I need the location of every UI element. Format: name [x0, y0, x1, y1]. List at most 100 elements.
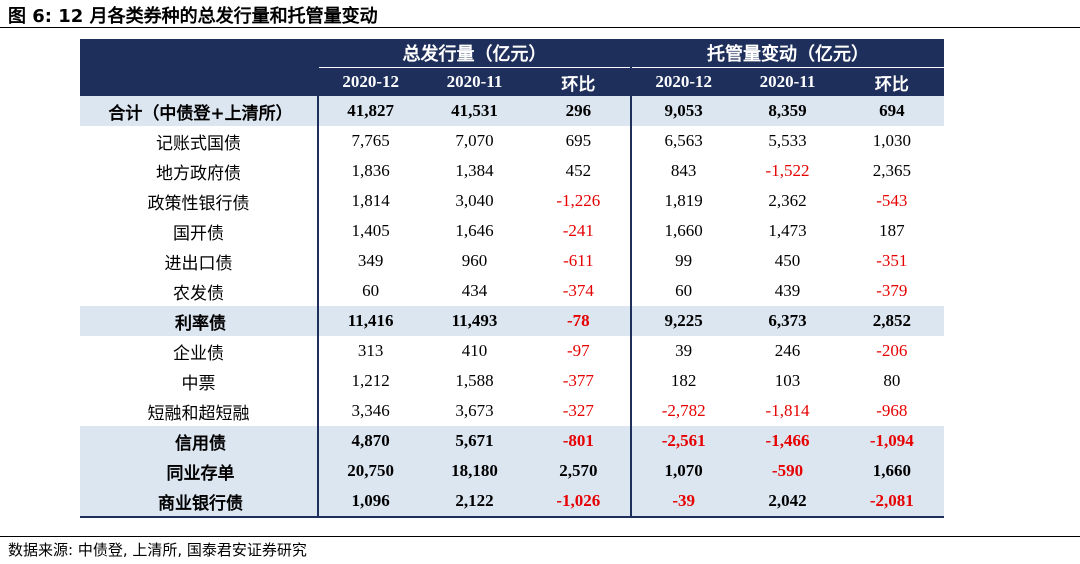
table-cell: 2,365: [872, 161, 911, 180]
table-cell: 843: [630, 156, 736, 186]
table-cell: 3,346: [351, 401, 390, 420]
table-row: 合计（中债登+上清所） 41,827 41,531 296 9,053 8,359 694: [80, 96, 945, 126]
table-cell: -968: [876, 401, 908, 420]
table-cell: -78: [526, 306, 632, 336]
table-row: 记账式国债 7,765 7,070 695 6,563 5,533 1,030: [80, 126, 944, 156]
table-cell: 182: [630, 366, 736, 396]
table-cell: 694: [839, 96, 945, 126]
table-cell: 2,362: [768, 191, 807, 210]
table-cell: 11,416: [318, 306, 423, 336]
row-label: 商业银行债: [80, 486, 319, 518]
title-divider: [0, 27, 1080, 28]
table-cell: 695: [565, 131, 592, 150]
table-cell: 450: [774, 251, 801, 270]
table-cell: 2,042: [735, 486, 840, 518]
col-header: 环比: [526, 67, 632, 96]
table-cell: 2,852: [839, 306, 945, 336]
table-cell: 1,473: [768, 221, 807, 240]
table-row: 信用债 4,870 5,671 -801 -2,561 -1,466 -1,094: [80, 426, 945, 456]
figure-title: 图 6: 12 月各类券种的总发行量和托管量变动: [8, 6, 378, 27]
table-row: 政策性银行债 1,814 3,040 -1,226 1,819 2,362 -543: [80, 186, 944, 216]
col-header: 2020-11: [422, 67, 527, 96]
table-cell: 2,122: [422, 486, 527, 518]
table-cell: -377: [562, 371, 594, 390]
table-cell: 1,660: [630, 216, 736, 246]
table-cell: -1,026: [526, 486, 632, 518]
table-cell: 452: [565, 161, 592, 180]
table-cell: 1,096: [318, 486, 423, 518]
table-cell: 99: [630, 246, 736, 276]
table-cell: -543: [876, 191, 908, 210]
header-period-row: 2020-12 2020-11 环比 2020-12 2020-11 环比: [80, 67, 945, 96]
row-label: 地方政府债: [80, 156, 319, 186]
table-row: 企业债 313 410 -97 39 246 -206: [80, 336, 944, 366]
table-cell: -39: [630, 486, 736, 518]
table-cell: 60: [362, 281, 380, 300]
table-row: 短融和超短融 3,346 3,673 -327 -2,782 -1,814 -968: [80, 396, 944, 426]
col-header: 2020-12: [630, 67, 736, 96]
table-cell: 80: [883, 371, 901, 390]
table-row: 农发债 60 434 -374 60 439 -379: [80, 276, 944, 306]
table-cell: 6,373: [735, 306, 840, 336]
table-cell: -2,081: [839, 486, 945, 518]
table-cell: 39: [630, 336, 736, 366]
table-cell: -206: [876, 341, 908, 360]
table-cell: 20,750: [318, 456, 423, 486]
table-row: 利率债 11,416 11,493 -78 9,225 6,373 2,852: [80, 306, 945, 336]
table-cell: 8,359: [735, 96, 840, 126]
col-header: 2020-11: [735, 67, 840, 96]
table-cell: 246: [774, 341, 801, 360]
table-cell: 6,563: [630, 126, 736, 156]
table-cell: 5,533: [768, 131, 807, 150]
table-cell: 1,070: [630, 456, 736, 486]
row-label: 利率债: [80, 306, 319, 336]
header-corner-2: [80, 67, 319, 96]
table-cell: 1,588: [455, 371, 494, 390]
table-cell: 2,570: [526, 456, 632, 486]
row-label: 信用债: [80, 426, 319, 456]
row-label: 农发债: [80, 276, 319, 306]
table-cell: 960: [461, 251, 488, 270]
table-cell: 1,836: [351, 161, 390, 180]
table-cell: -1,522: [765, 161, 810, 180]
table-cell: 1,646: [455, 221, 494, 240]
table-cell: -2,561: [630, 426, 736, 456]
table-cell: 18,180: [422, 456, 527, 486]
col-header: 2020-12: [318, 67, 423, 96]
table-cell: -801: [526, 426, 632, 456]
table-cell: 60: [630, 276, 736, 306]
table-row: 国开债 1,405 1,646 -241 1,660 1,473 187: [80, 216, 944, 246]
table-cell: 434: [461, 281, 488, 300]
header-group-issuance: 总发行量（亿元）: [318, 39, 632, 68]
table-cell: -1,226: [556, 191, 601, 210]
header-group-row: 总发行量（亿元） 托管量变动（亿元）: [80, 39, 945, 68]
table-cell: 313: [357, 341, 384, 360]
table-cell: -351: [876, 251, 908, 270]
table-cell: -379: [876, 281, 908, 300]
table-cell: 1,819: [630, 186, 736, 216]
table-row: 商业银行债 1,096 2,122 -1,026 -39 2,042 -2,081: [80, 486, 945, 518]
table-cell: 1,030: [872, 131, 911, 150]
row-label: 国开债: [80, 216, 319, 246]
table-row: 中票 1,212 1,588 -377 182 103 80: [80, 366, 944, 396]
table-cell: -327: [562, 401, 594, 420]
table-row: 同业存单 20,750 18,180 2,570 1,070 -590 1,660: [80, 456, 945, 486]
table-cell: 439: [774, 281, 801, 300]
source-divider: [0, 536, 1080, 537]
table-cell: 41,827: [318, 96, 423, 126]
row-label: 同业存单: [80, 456, 319, 486]
col-header: 环比: [839, 67, 945, 96]
table-cell: 7,070: [455, 131, 494, 150]
table-cell: 1,405: [351, 221, 390, 240]
table-cell: 9,225: [630, 306, 736, 336]
table-cell: 410: [461, 341, 488, 360]
table-cell: 1,384: [455, 161, 494, 180]
table-cell: -1,814: [765, 401, 810, 420]
table-cell: -1,466: [735, 426, 840, 456]
table-cell: -590: [735, 456, 840, 486]
row-label: 短融和超短融: [80, 396, 319, 426]
row-label: 进出口债: [80, 246, 319, 276]
row-label: 记账式国债: [80, 126, 319, 156]
table-cell: -1,094: [839, 426, 945, 456]
table-cell: 11,493: [422, 306, 527, 336]
